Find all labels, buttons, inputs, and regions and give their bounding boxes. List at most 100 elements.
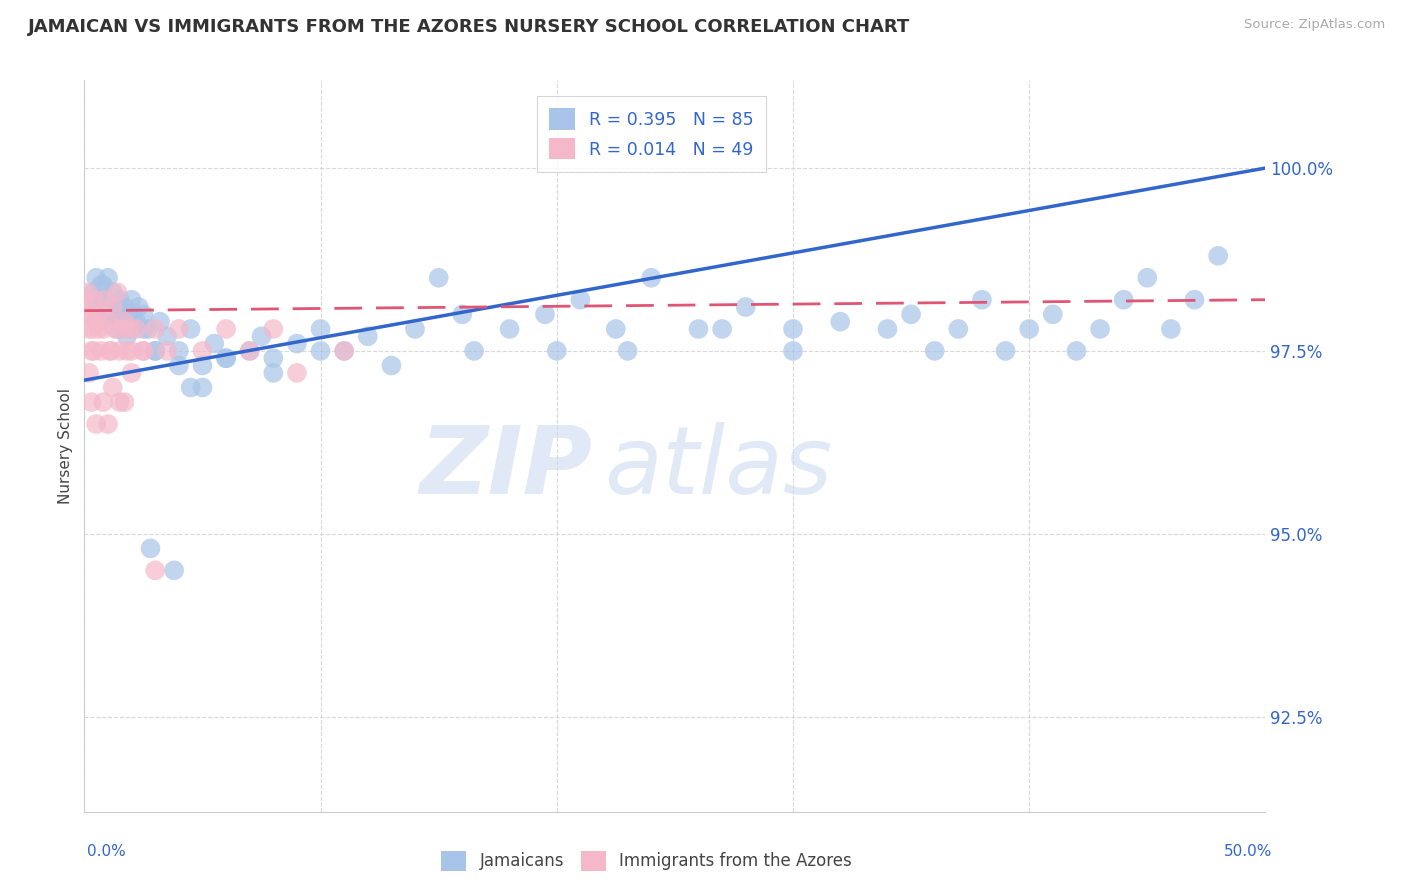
Point [333,343,356,358]
Point [125,322,148,336]
Point [711,322,734,336]
Text: atlas: atlas [605,423,832,514]
Point [108,395,131,409]
Point [84,293,107,307]
Point [104,322,127,336]
Point [82,322,104,336]
Point [132,343,155,358]
Point [87,322,110,336]
Point [97,417,120,431]
Point [309,343,332,358]
Point [94,293,117,307]
Point [357,329,380,343]
Point [1184,293,1206,307]
Point [924,343,946,358]
Point [101,300,124,314]
Point [605,322,627,336]
Point [80,343,103,358]
Point [239,343,262,358]
Point [1206,249,1229,263]
Point [970,293,993,307]
Point [688,322,710,336]
Point [180,380,202,394]
Point [97,315,120,329]
Point [136,322,159,336]
Point [285,366,308,380]
Point [77,322,100,336]
Text: Source: ZipAtlas.com: Source: ZipAtlas.com [1244,18,1385,31]
Point [380,359,402,373]
Point [98,343,121,358]
Point [83,343,105,358]
Point [191,343,214,358]
Point [427,270,450,285]
Point [782,322,804,336]
Point [83,285,105,300]
Point [262,322,284,336]
Point [262,366,284,380]
Point [734,300,756,314]
Point [75,293,97,307]
Point [91,278,114,293]
Point [143,343,166,358]
Text: JAMAICAN VS IMMIGRANTS FROM THE AZORES NURSERY SCHOOL CORRELATION CHART: JAMAICAN VS IMMIGRANTS FROM THE AZORES N… [28,18,910,36]
Point [121,343,143,358]
Point [1136,270,1159,285]
Point [215,351,238,366]
Point [1066,343,1088,358]
Point [534,307,557,321]
Point [108,343,131,358]
Point [1042,307,1064,321]
Point [101,300,124,314]
Point [118,322,141,336]
Point [250,329,273,343]
Legend: Jamaicans, Immigrants from the Azores: Jamaicans, Immigrants from the Azores [433,842,860,880]
Point [121,322,143,336]
Point [1160,322,1182,336]
Point [149,315,172,329]
Point [97,270,120,285]
Text: 50.0%: 50.0% [1225,845,1272,859]
Point [309,322,332,336]
Point [114,300,136,314]
Point [101,380,124,394]
Point [215,351,238,366]
Point [1088,322,1111,336]
Point [76,307,98,321]
Point [83,293,105,307]
Point [463,343,485,358]
Point [782,343,804,358]
Point [87,307,110,321]
Point [118,307,141,321]
Point [451,307,474,321]
Point [97,307,120,321]
Point [90,343,112,358]
Text: 0.0%: 0.0% [87,845,127,859]
Point [84,417,107,431]
Point [132,322,155,336]
Point [121,366,143,380]
Point [77,285,100,300]
Point [498,322,520,336]
Point [163,563,186,577]
Legend: R = 0.395   N = 85, R = 0.014   N = 49: R = 0.395 N = 85, R = 0.014 N = 49 [537,96,766,171]
Point [125,315,148,329]
Point [115,343,138,358]
Point [98,315,121,329]
Point [77,366,100,380]
Point [180,322,202,336]
Point [111,315,134,329]
Point [115,329,138,343]
Point [202,336,225,351]
Point [640,270,662,285]
Point [156,343,179,358]
Point [79,307,101,321]
Point [114,395,136,409]
Point [143,343,166,358]
Point [191,359,214,373]
Point [84,270,107,285]
Point [128,300,150,314]
Point [104,307,127,321]
Point [91,322,114,336]
Point [108,293,131,307]
